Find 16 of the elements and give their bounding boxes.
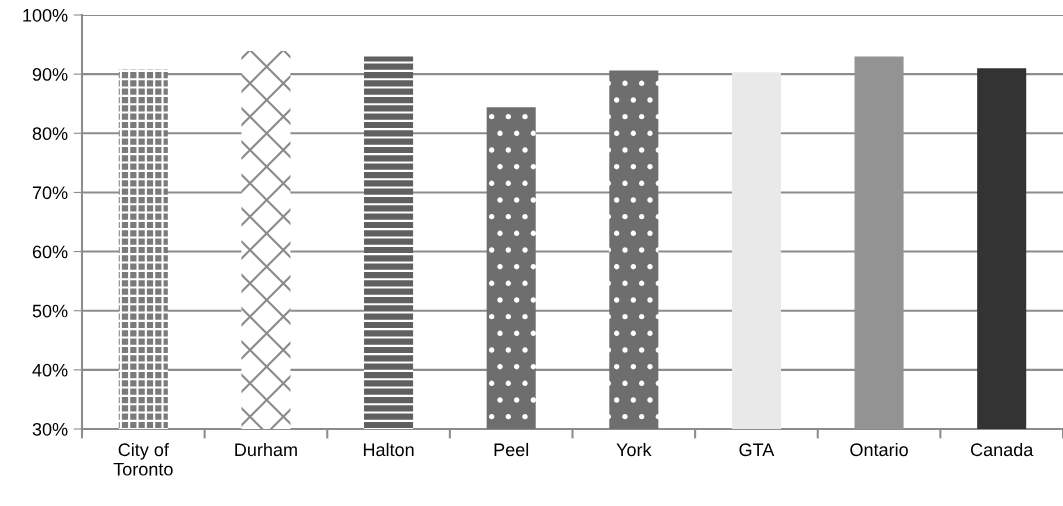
x-tick-label: City of Toronto <box>113 442 173 476</box>
y-tick-label: 50% <box>32 304 68 318</box>
y-tick-label: 70% <box>32 186 68 200</box>
y-tick-label: 100% <box>23 8 68 22</box>
x-tick-label: York <box>616 442 652 457</box>
y-tick-label: 60% <box>32 245 68 259</box>
y-tick-label: 30% <box>32 422 68 436</box>
x-tick-label: Halton <box>363 442 414 457</box>
y-tick-label: 40% <box>32 363 68 377</box>
x-tick-label: GTA <box>739 443 775 457</box>
y-tick-label: 80% <box>32 127 68 141</box>
y-tick-label: 90% <box>32 68 68 81</box>
x-tick-label: Peel <box>494 442 529 457</box>
x-tick-label: Ontario <box>850 442 908 457</box>
x-tick-label: Canada <box>970 442 1034 457</box>
x-tick-label: Durham <box>235 442 297 457</box>
